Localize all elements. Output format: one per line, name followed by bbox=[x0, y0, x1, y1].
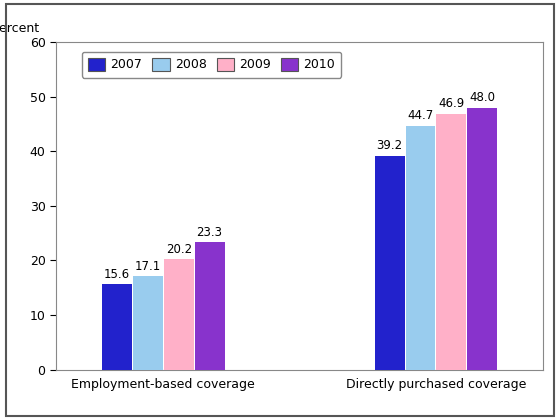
Text: 15.6: 15.6 bbox=[104, 268, 130, 281]
Text: 46.9: 46.9 bbox=[438, 97, 465, 110]
Text: 23.3: 23.3 bbox=[197, 226, 223, 239]
Bar bbox=[405, 126, 436, 370]
Bar bbox=[133, 276, 163, 370]
Text: 44.7: 44.7 bbox=[407, 109, 433, 122]
Text: 39.2: 39.2 bbox=[376, 139, 403, 152]
Bar bbox=[195, 242, 225, 370]
Text: 20.2: 20.2 bbox=[166, 243, 192, 256]
Text: Percent: Percent bbox=[0, 22, 40, 35]
Bar bbox=[467, 108, 497, 370]
Bar bbox=[102, 284, 132, 370]
Text: 17.1: 17.1 bbox=[134, 260, 161, 273]
Bar bbox=[436, 113, 466, 370]
Text: 48.0: 48.0 bbox=[469, 91, 495, 104]
Bar bbox=[375, 155, 404, 370]
Legend: 2007, 2008, 2009, 2010: 2007, 2008, 2009, 2010 bbox=[82, 52, 342, 78]
Bar bbox=[164, 259, 194, 370]
